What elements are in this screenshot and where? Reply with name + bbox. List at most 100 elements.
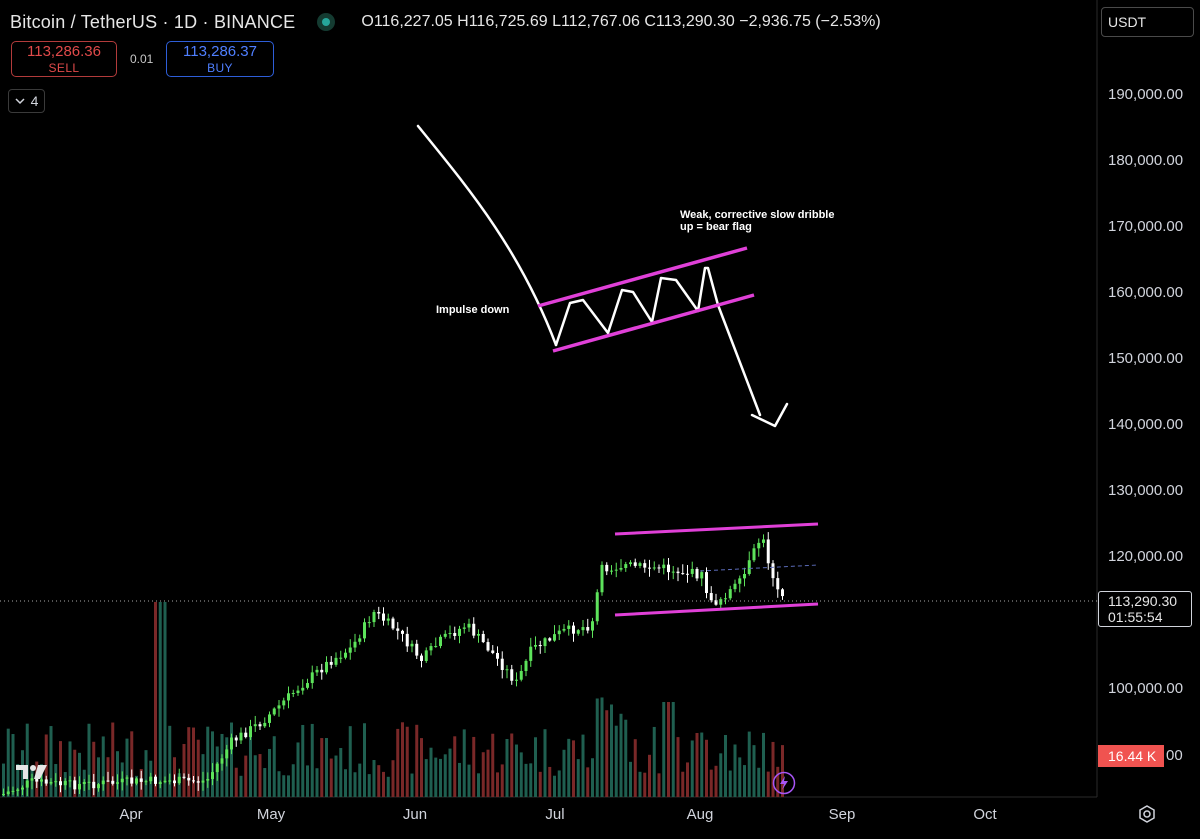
candle-body	[662, 564, 666, 569]
volume-bar	[125, 738, 129, 797]
volume-bar	[234, 767, 238, 797]
candle-body	[230, 737, 233, 750]
price-tick-label: 100,000.00	[1108, 680, 1184, 697]
impulse-down-drawing[interactable]	[416, 124, 558, 347]
candle-body	[505, 669, 509, 671]
candle-body	[173, 780, 176, 784]
volume-bar	[263, 768, 267, 797]
volume-bar	[310, 723, 314, 797]
candle-body	[320, 669, 324, 673]
price-tick-label: 130,000.00	[1108, 482, 1184, 499]
candle-body	[439, 636, 442, 647]
volume-bar	[510, 733, 514, 797]
candle-body	[690, 568, 694, 574]
volume-bar	[144, 750, 148, 797]
candle-body	[610, 570, 613, 572]
candle-body	[139, 778, 143, 782]
candle-body	[486, 642, 490, 651]
volume-bar	[662, 702, 666, 797]
volume-bar	[291, 764, 295, 797]
candle-body	[367, 622, 371, 624]
candle-body	[272, 708, 276, 715]
buy-button[interactable]: 113,286.37 BUY	[166, 41, 274, 77]
bear-flag-label-2: up = bear flag	[680, 221, 752, 233]
volume-bar	[2, 763, 5, 797]
volume-bar	[348, 726, 352, 797]
candle-body	[572, 625, 575, 634]
candle-body	[747, 560, 751, 574]
volume-bar	[386, 776, 390, 797]
volume-bar	[405, 726, 409, 797]
candle-body	[149, 776, 153, 782]
candle-body	[443, 633, 447, 637]
candle-body	[548, 638, 552, 641]
candle-body	[40, 779, 43, 782]
volume-bar	[111, 722, 115, 797]
candle-body	[73, 780, 77, 790]
symbol-title[interactable]: Bitcoin / TetherUS · 1D · BINANCE	[10, 11, 296, 32]
volume-bar	[16, 764, 20, 797]
volume-bar	[287, 775, 290, 797]
candle-body	[196, 781, 200, 783]
candle-body	[510, 669, 514, 681]
candle-body	[762, 539, 765, 543]
settings-icon[interactable]	[1137, 804, 1157, 824]
volume-bar	[277, 771, 281, 797]
volume-bar	[614, 725, 618, 797]
volume-bar	[643, 772, 647, 797]
volume-bar	[467, 764, 471, 797]
time-tick-label: May	[256, 806, 286, 823]
volume-bar	[420, 738, 423, 797]
candle-body	[410, 643, 414, 647]
candle-body	[106, 780, 110, 782]
candle-body	[595, 592, 599, 622]
volume-bar	[377, 765, 381, 797]
candle-body	[287, 693, 290, 701]
flag-lower-line[interactable]	[552, 293, 755, 353]
candle-body	[733, 583, 737, 590]
volume-bar	[301, 724, 305, 797]
candle-body	[59, 781, 62, 786]
channel-upper-line[interactable]	[614, 522, 819, 536]
volume-bar	[306, 765, 309, 797]
volume-bar	[505, 739, 509, 797]
flag-upper-line[interactable]	[537, 246, 748, 308]
candle-body	[553, 634, 556, 641]
volume-bar	[557, 770, 561, 797]
volume-bar	[49, 726, 53, 797]
volume-bar	[529, 763, 533, 797]
candle-body	[652, 567, 656, 569]
lightning-icon[interactable]	[772, 771, 796, 795]
candle-body	[244, 732, 248, 738]
candle-body	[49, 781, 53, 784]
tradingview-logo[interactable]	[14, 762, 54, 782]
candle-body	[344, 652, 347, 658]
candle-body	[481, 633, 485, 643]
sell-button[interactable]: 113,286.36 SELL	[11, 41, 117, 77]
candle-body	[624, 564, 628, 568]
candle-body	[82, 782, 86, 784]
candle-body	[125, 777, 129, 779]
candle-body	[68, 780, 72, 782]
volume-bar	[733, 744, 737, 797]
volume-bar	[296, 742, 300, 797]
candle-body	[187, 777, 191, 781]
indicators-toggle[interactable]: 4	[8, 89, 45, 113]
candle-body	[92, 781, 96, 789]
candle-body	[519, 671, 523, 680]
flag-zigzag-drawing[interactable]	[554, 266, 762, 417]
volume-bar	[182, 743, 186, 797]
volume-bar	[553, 775, 556, 797]
candle-body	[120, 778, 124, 783]
volume-bar	[187, 727, 191, 797]
volume-bar	[686, 762, 689, 797]
volume-bar	[329, 758, 333, 797]
currency-select[interactable]: USDT	[1101, 7, 1194, 37]
candle-body	[524, 660, 528, 672]
candle-body	[382, 613, 385, 621]
volume-bar	[771, 741, 775, 797]
channel-lower-line[interactable]	[614, 602, 819, 617]
candle-body	[700, 572, 704, 579]
